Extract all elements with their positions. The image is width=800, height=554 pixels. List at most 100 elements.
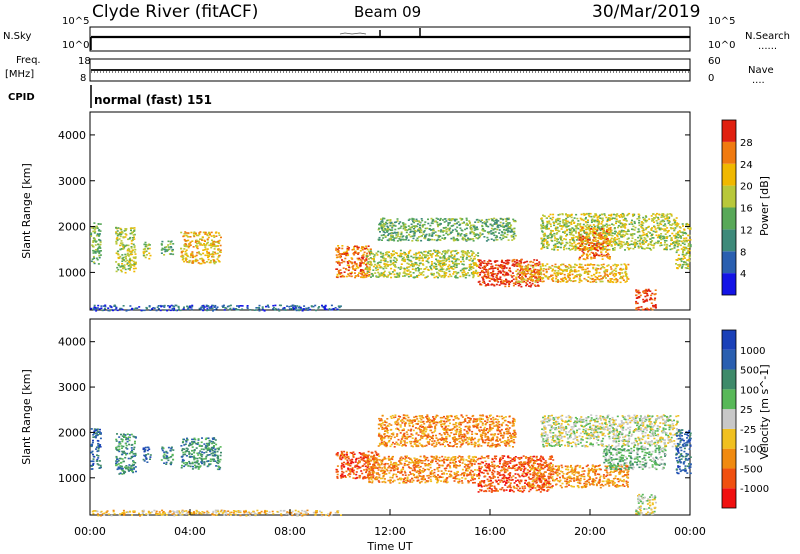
power-cell: [581, 239, 584, 242]
power-cell: [586, 239, 589, 242]
velocity-cell: [202, 448, 205, 451]
power-cell: [355, 262, 358, 265]
power-cell: [625, 268, 628, 270]
power-cell: [438, 260, 441, 262]
power-cell: [617, 221, 620, 223]
power-cell: [649, 243, 652, 245]
power-cell: [214, 304, 217, 307]
power-cell: [614, 244, 617, 246]
power-cell: [475, 237, 478, 239]
velocity-cell: [95, 460, 98, 462]
power-cell: [132, 231, 134, 234]
power-cell: [563, 245, 566, 247]
power-cell: [610, 215, 613, 217]
power-cell: [639, 243, 642, 245]
power-cell: [685, 232, 688, 235]
power-cell: [213, 262, 216, 265]
power-cell: [591, 228, 594, 231]
power-cell: [541, 220, 544, 223]
power-cell: [374, 267, 377, 269]
velocity-cell: [172, 458, 175, 461]
power-cell: [373, 260, 376, 263]
power-cell: [595, 269, 598, 271]
power-cell: [684, 231, 687, 234]
power-cell: [213, 240, 216, 243]
power-cell: [90, 260, 93, 263]
power-cell: [647, 290, 650, 292]
power-cell: [423, 256, 426, 259]
power-cell: [213, 248, 216, 250]
power-cell: [505, 280, 507, 282]
power-cell: [407, 273, 410, 275]
power-cell: [623, 243, 626, 246]
power-cell: [509, 281, 512, 283]
power-cell: [443, 274, 446, 277]
power-cell: [535, 264, 538, 267]
power-cell: [451, 257, 454, 259]
power-cell: [608, 227, 611, 230]
power-cell: [442, 257, 444, 259]
nave-mark: ....: [752, 75, 765, 86]
power-cell: [134, 253, 137, 255]
power-cell: [469, 238, 472, 241]
power-cell: [341, 274, 344, 277]
power-cell: [644, 308, 647, 310]
power-cell: [586, 237, 589, 240]
power-cell: [505, 236, 508, 238]
power-cell: [578, 281, 581, 284]
power-cell: [456, 262, 459, 265]
power-cell: [407, 239, 410, 241]
power-cell: [559, 225, 562, 227]
power-cell: [339, 305, 342, 308]
power-cell: [606, 244, 609, 247]
power-cell: [433, 262, 436, 265]
power-cell: [652, 213, 655, 215]
power-cell: [599, 275, 602, 277]
power-cell: [400, 267, 403, 269]
power-cell: [481, 225, 484, 228]
power-cell: [401, 253, 404, 255]
power-cell: [115, 252, 118, 254]
power-cell: [630, 240, 633, 242]
freq-label: Freq.: [16, 55, 41, 66]
power-cell: [645, 289, 648, 292]
power-cell: [552, 213, 555, 216]
power-cell: [587, 249, 590, 252]
power-cell: [503, 271, 506, 274]
power-cell: [597, 243, 600, 245]
power-cell: [351, 262, 354, 265]
power-cell: [536, 271, 539, 273]
power-cell: [258, 309, 261, 312]
power-cell: [214, 232, 217, 234]
velocity-cell: [170, 447, 173, 450]
power-cell: [419, 235, 422, 238]
power-cell: [379, 222, 381, 225]
velocity-cell: [116, 433, 118, 435]
power-cell: [626, 214, 629, 217]
power-cell: [556, 266, 559, 268]
power-cell: [647, 288, 650, 291]
power-cell: [547, 278, 550, 280]
power-cell: [601, 255, 604, 258]
power-cell: [592, 252, 594, 254]
power-cell: [665, 214, 668, 217]
power-cell: [186, 308, 189, 311]
power-cell: [483, 282, 486, 284]
power-cell: [123, 247, 126, 249]
power-cell: [443, 271, 446, 273]
power-cell: [407, 225, 410, 227]
power-cell: [200, 306, 203, 309]
power-cell: [99, 241, 102, 243]
power-cell: [616, 235, 619, 238]
power-cell: [369, 261, 372, 263]
power-cell: [632, 215, 635, 217]
power-cell: [337, 270, 340, 273]
power-cell: [680, 257, 683, 260]
power-cell: [520, 279, 523, 281]
power-cell: [579, 275, 581, 277]
power-cell: [191, 251, 194, 253]
power-cell: [541, 263, 544, 265]
power-cell: [600, 246, 603, 249]
power-cell: [133, 246, 136, 249]
power-cell: [496, 228, 499, 231]
